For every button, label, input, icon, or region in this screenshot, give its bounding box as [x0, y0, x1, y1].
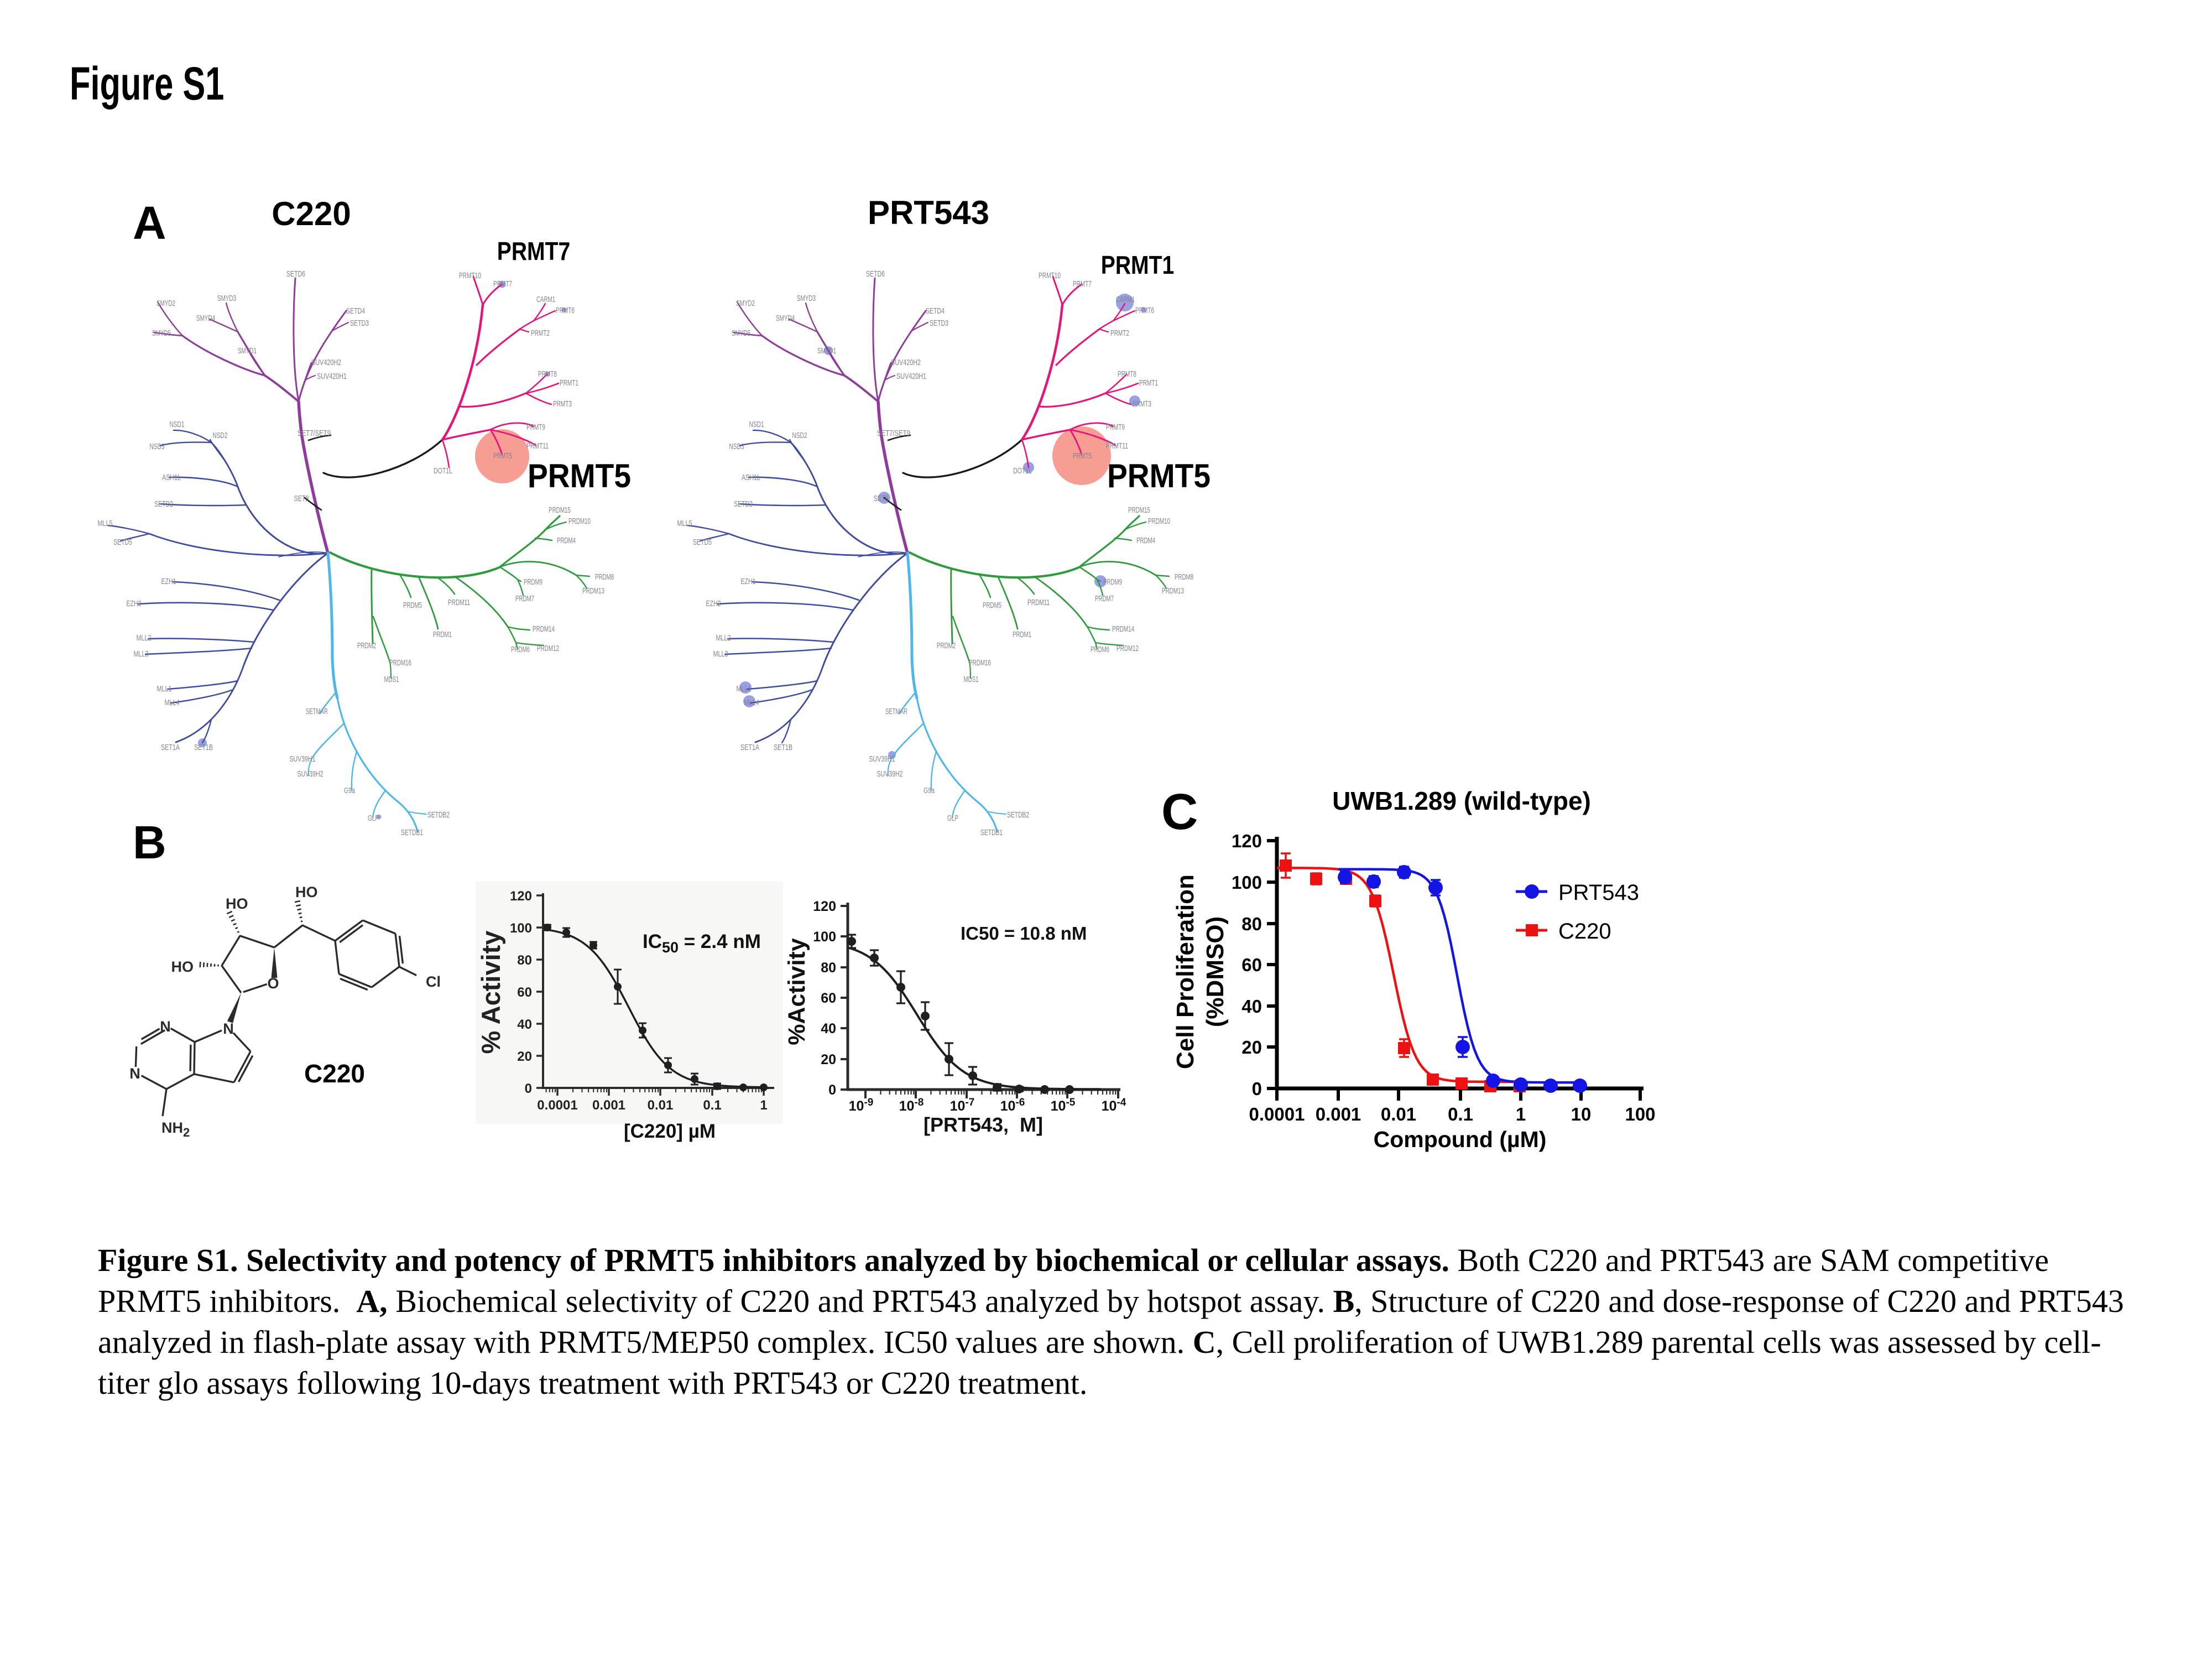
svg-text:[PRT543, M]: [PRT543, M]: [924, 1113, 1043, 1136]
svg-text:10-7: 10-7: [950, 1097, 975, 1114]
svg-text:10: 10: [1571, 1104, 1592, 1124]
svg-text:60: 60: [821, 991, 836, 1006]
svg-text:40: 40: [1241, 996, 1262, 1017]
svg-text:10-6: 10-6: [1000, 1097, 1025, 1114]
svg-text:PRMT7: PRMT7: [497, 237, 570, 266]
svg-text:1: 1: [1516, 1104, 1526, 1124]
svg-text:(%DMSO): (%DMSO): [1202, 916, 1229, 1027]
svg-text:N: N: [129, 1065, 140, 1082]
svg-text:PRMT1: PRMT1: [1101, 251, 1174, 280]
svg-text:10-5: 10-5: [1051, 1097, 1076, 1114]
svg-text:20: 20: [821, 1052, 836, 1067]
svg-text:20: 20: [517, 1049, 532, 1064]
svg-text:HO: HO: [171, 958, 194, 975]
svg-text:80: 80: [1241, 914, 1262, 934]
svg-text:IC50 = 10.8 nM: IC50 = 10.8 nM: [961, 923, 1087, 944]
svg-text:40: 40: [517, 1017, 532, 1032]
svg-text:N: N: [223, 1020, 234, 1037]
svg-text:N: N: [160, 1018, 171, 1035]
svg-text:0.0001: 0.0001: [537, 1098, 577, 1113]
svg-text:PRMT5: PRMT5: [528, 458, 631, 495]
svg-text:10-4: 10-4: [1102, 1097, 1126, 1114]
svg-text:0: 0: [828, 1082, 836, 1098]
svg-text:120: 120: [1232, 831, 1262, 851]
svg-text:40: 40: [821, 1021, 836, 1036]
svg-text:C220: C220: [304, 1059, 365, 1088]
svg-text:[C220] µM: [C220] µM: [624, 1121, 716, 1142]
svg-text:HO: HO: [226, 895, 248, 912]
svg-text:100: 100: [1625, 1104, 1655, 1124]
svg-text:0.0001: 0.0001: [1249, 1104, 1305, 1124]
svg-text:0: 0: [1252, 1079, 1262, 1099]
svg-text:100: 100: [813, 929, 836, 945]
svg-text:0: 0: [525, 1081, 532, 1096]
svg-text:80: 80: [821, 960, 836, 976]
svg-text:0.1: 0.1: [703, 1098, 721, 1113]
svg-text:0.1: 0.1: [1448, 1104, 1473, 1124]
svg-text:0.001: 0.001: [1316, 1104, 1361, 1124]
svg-text:IC50 = 2.4 nM: IC50 = 2.4 nM: [643, 931, 761, 956]
svg-text:60: 60: [517, 985, 532, 1000]
svg-text:80: 80: [517, 953, 532, 968]
svg-text:Figure S1: Figure S1: [70, 57, 224, 110]
svg-text:120: 120: [813, 899, 836, 914]
svg-text:PRT543: PRT543: [1558, 881, 1639, 905]
svg-text:PRT543: PRT543: [868, 194, 989, 231]
svg-text:A: A: [133, 197, 166, 249]
svg-text:PRMT5: PRMT5: [1107, 458, 1211, 495]
svg-text:20: 20: [1241, 1037, 1262, 1057]
svg-text:UWB1.289 (wild-type): UWB1.289 (wild-type): [1332, 786, 1591, 815]
svg-text:100: 100: [510, 921, 532, 936]
svg-text:O: O: [267, 975, 279, 992]
svg-text:0.001: 0.001: [592, 1098, 625, 1113]
svg-text:0.01: 0.01: [648, 1098, 674, 1113]
svg-text:0.01: 0.01: [1381, 1104, 1416, 1124]
svg-text:NH2: NH2: [161, 1119, 190, 1139]
svg-text:10-9: 10-9: [849, 1097, 874, 1114]
svg-text:%Activity: %Activity: [784, 938, 810, 1045]
svg-text:100: 100: [1232, 872, 1262, 893]
svg-text:C: C: [1161, 784, 1198, 840]
svg-text:1: 1: [760, 1098, 767, 1113]
svg-text:10-8: 10-8: [899, 1097, 924, 1114]
svg-text:C220: C220: [1558, 919, 1611, 944]
svg-text:Cell Proliferation: Cell Proliferation: [1172, 874, 1199, 1069]
svg-text:B: B: [133, 816, 166, 868]
svg-text:HO: HO: [295, 884, 318, 900]
svg-text:120: 120: [510, 889, 532, 904]
svg-text:C220: C220: [272, 195, 351, 232]
svg-text:Cl: Cl: [426, 973, 441, 990]
svg-text:% Activity: % Activity: [476, 931, 505, 1054]
svg-text:Compound (µM): Compound (µM): [1374, 1127, 1547, 1152]
svg-text:60: 60: [1241, 955, 1262, 975]
